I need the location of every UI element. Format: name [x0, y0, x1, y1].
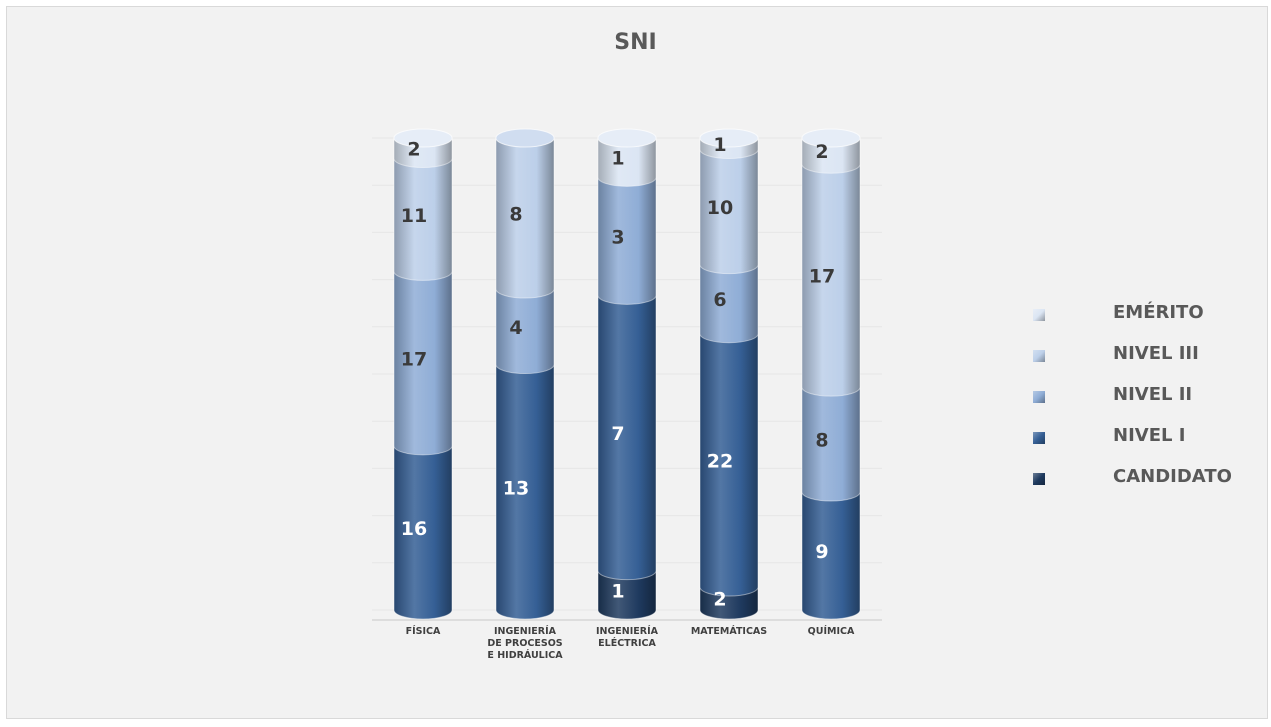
bar-segment: [495, 364, 555, 620]
bar-segment: [597, 176, 657, 305]
data-label: 2: [815, 141, 828, 163]
legend: EMÉRITO NIVEL III NIVEL II NIVEL I CANDIDATO: [1030, 300, 1260, 505]
data-label: 3: [611, 226, 624, 248]
legend-swatch: [1033, 309, 1045, 321]
legend-label: NIVEL I: [1113, 425, 1186, 446]
bar-top-cap: [699, 128, 759, 148]
legend-label: NIVEL II: [1113, 384, 1193, 405]
x-tick-label: INGENIERÍA: [494, 625, 557, 637]
legend-item: NIVEL I: [1030, 423, 1260, 464]
data-label: 7: [611, 423, 624, 445]
data-label: 2: [713, 588, 726, 610]
data-label: 17: [401, 349, 427, 371]
bar-top-cap: [393, 128, 453, 148]
data-label: 1: [611, 148, 624, 170]
bar-segment: [699, 149, 759, 275]
legend-swatch: [1033, 473, 1045, 485]
data-label: 4: [509, 317, 522, 339]
legend-swatch: [1033, 432, 1045, 444]
bar-top-cap: [801, 128, 861, 148]
bar-segment: [801, 163, 861, 397]
data-label: 16: [401, 518, 427, 540]
bar-segment: [495, 137, 555, 299]
x-tick-label: QUÍMICA: [808, 625, 855, 637]
data-label: 1: [713, 134, 726, 156]
data-label: 10: [707, 197, 733, 219]
data-label: 8: [815, 430, 828, 452]
x-tick-label: INGENIERÍA: [596, 625, 659, 637]
bar-top-cap: [597, 128, 657, 148]
legend-label: CANDIDATO: [1113, 466, 1232, 487]
legend-label: EMÉRITO: [1113, 302, 1204, 323]
bar-segment: [699, 264, 759, 344]
data-label: 13: [503, 477, 529, 499]
bar-segment: [495, 288, 555, 375]
data-label: 2: [407, 138, 420, 160]
bar-segment: [699, 586, 759, 620]
bar-segment: [393, 445, 453, 620]
bar-segment: [597, 137, 657, 187]
legend-item: NIVEL III: [1030, 341, 1260, 382]
bar-segment: [597, 570, 657, 620]
data-label: 1: [611, 580, 624, 602]
legend-item: CANDIDATO: [1030, 464, 1260, 505]
chart-title: SNI: [614, 30, 657, 55]
legend-swatch: [1033, 391, 1045, 403]
bar-segment: [597, 294, 657, 581]
legend-label: NIVEL III: [1113, 343, 1199, 364]
legend-swatch: [1033, 350, 1045, 362]
data-label: 11: [401, 205, 427, 227]
x-tick-label: ELÉCTRICA: [598, 637, 656, 649]
bar-segment: [393, 158, 453, 281]
bar-top-cap: [495, 128, 555, 148]
data-label: 8: [509, 204, 522, 226]
legend-item: NIVEL II: [1030, 382, 1260, 423]
x-tick-label: MATEMÁTICAS: [691, 625, 767, 637]
data-label: 22: [707, 450, 733, 472]
bar-segment: [699, 333, 759, 597]
x-tick-label: DE PROCESOS: [487, 638, 562, 649]
data-label: 9: [815, 541, 828, 563]
data-label: 17: [809, 266, 835, 288]
x-tick-label: FÍSICA: [406, 625, 441, 637]
bar-segment: [801, 386, 861, 502]
data-label: 6: [713, 289, 726, 311]
bar-segment: [801, 137, 861, 174]
bar-segment: [393, 270, 453, 456]
bar-segment: [801, 491, 861, 620]
x-tick-label: E HIDRÁULICA: [487, 649, 563, 661]
legend-item: EMÉRITO: [1030, 300, 1260, 341]
